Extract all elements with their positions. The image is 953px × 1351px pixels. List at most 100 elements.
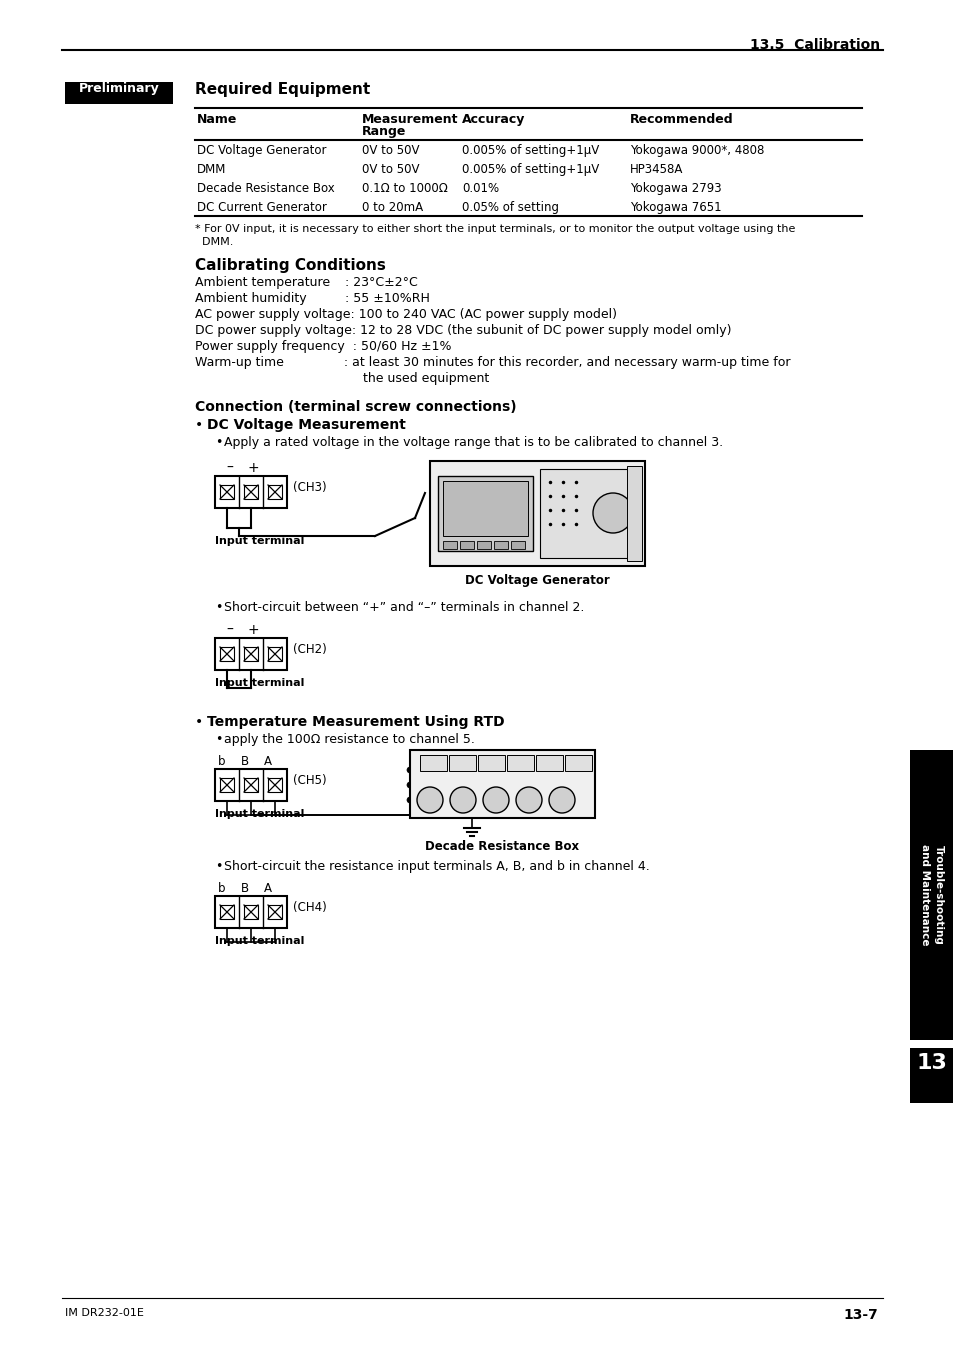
- Text: Ambient temperature: Ambient temperature: [194, 276, 330, 289]
- Text: (CH3): (CH3): [293, 481, 326, 494]
- Text: : 23°C±2°C: : 23°C±2°C: [345, 276, 417, 289]
- Text: 13.5  Calibration: 13.5 Calibration: [749, 38, 879, 51]
- Text: Warm-up time               : at least 30 minutes for this recorder, and necessar: Warm-up time : at least 30 minutes for t…: [194, 357, 790, 369]
- Bar: [244, 778, 257, 792]
- Text: Trouble-shooting
and Maintenance: Trouble-shooting and Maintenance: [920, 844, 943, 946]
- Bar: [214, 896, 287, 928]
- Text: Input terminal: Input terminal: [214, 936, 304, 946]
- Text: Accuracy: Accuracy: [461, 113, 525, 126]
- Text: Apply a rated voltage in the voltage range that is to be calibrated to channel 3: Apply a rated voltage in the voltage ran…: [224, 436, 722, 449]
- Text: : 55 ±10%RH: : 55 ±10%RH: [345, 292, 430, 305]
- Bar: [442, 540, 456, 549]
- Bar: [437, 476, 533, 551]
- Bar: [410, 750, 595, 817]
- Bar: [539, 469, 638, 558]
- Bar: [244, 485, 257, 499]
- Bar: [564, 755, 592, 771]
- Text: Range: Range: [361, 126, 406, 138]
- Text: Input terminal: Input terminal: [214, 536, 304, 546]
- Bar: [220, 905, 233, 919]
- Bar: [909, 1048, 953, 1102]
- Text: DMM.: DMM.: [194, 236, 233, 247]
- Text: HP3458A: HP3458A: [629, 163, 682, 176]
- Text: Measurement: Measurement: [361, 113, 458, 126]
- Bar: [506, 755, 534, 771]
- Text: (CH5): (CH5): [293, 774, 326, 788]
- Text: Preliminary: Preliminary: [78, 82, 159, 95]
- Text: DC Current Generator: DC Current Generator: [196, 201, 327, 213]
- Bar: [477, 755, 504, 771]
- Text: Power supply frequency  : 50/60 Hz ±1%: Power supply frequency : 50/60 Hz ±1%: [194, 340, 451, 353]
- Text: Decade Resistance Box: Decade Resistance Box: [196, 182, 335, 195]
- Bar: [220, 647, 233, 661]
- Bar: [536, 755, 562, 771]
- Text: DC Voltage Measurement: DC Voltage Measurement: [207, 417, 405, 432]
- Text: Yokogawa 2793: Yokogawa 2793: [629, 182, 720, 195]
- Text: Input terminal: Input terminal: [214, 678, 304, 688]
- Text: •: •: [214, 734, 222, 746]
- Text: •: •: [194, 417, 203, 432]
- Bar: [268, 647, 282, 661]
- Text: +: +: [247, 461, 258, 476]
- Bar: [430, 461, 644, 566]
- Text: Short-circuit between “+” and “–” terminals in channel 2.: Short-circuit between “+” and “–” termin…: [224, 601, 584, 613]
- Text: Required Equipment: Required Equipment: [194, 82, 370, 97]
- Text: IM DR232-01E: IM DR232-01E: [65, 1308, 144, 1319]
- Circle shape: [548, 788, 575, 813]
- Circle shape: [450, 788, 476, 813]
- Text: Calibrating Conditions: Calibrating Conditions: [194, 258, 385, 273]
- Text: 0.1Ω to 1000Ω: 0.1Ω to 1000Ω: [361, 182, 447, 195]
- Bar: [476, 540, 491, 549]
- Text: 13-7: 13-7: [842, 1308, 877, 1323]
- Text: 0.005% of setting+1μV: 0.005% of setting+1μV: [461, 145, 598, 157]
- Bar: [268, 778, 282, 792]
- Text: (CH4): (CH4): [293, 901, 327, 915]
- Text: •: •: [214, 436, 222, 449]
- Text: Decade Resistance Box: Decade Resistance Box: [424, 840, 578, 852]
- Bar: [494, 540, 507, 549]
- Text: Temperature Measurement Using RTD: Temperature Measurement Using RTD: [207, 715, 504, 730]
- Text: +: +: [247, 623, 258, 638]
- Text: apply the 100Ω resistance to channel 5.: apply the 100Ω resistance to channel 5.: [224, 734, 475, 746]
- Circle shape: [416, 788, 442, 813]
- Circle shape: [407, 767, 413, 773]
- Text: 0.05% of setting: 0.05% of setting: [461, 201, 558, 213]
- Text: DC Voltage Generator: DC Voltage Generator: [196, 145, 326, 157]
- Text: Input terminal: Input terminal: [214, 809, 304, 819]
- Circle shape: [516, 788, 541, 813]
- Circle shape: [407, 797, 413, 802]
- Text: DMM: DMM: [196, 163, 226, 176]
- Text: b: b: [218, 882, 225, 894]
- Text: 13: 13: [916, 1052, 946, 1073]
- Circle shape: [407, 782, 413, 788]
- Circle shape: [593, 493, 633, 534]
- Bar: [268, 905, 282, 919]
- Text: Short-circuit the resistance input terminals A, B, and b in channel 4.: Short-circuit the resistance input termi…: [224, 861, 649, 873]
- Bar: [214, 638, 287, 670]
- Text: the used equipment: the used equipment: [194, 372, 489, 385]
- Text: DC power supply voltage: 12 to 28 VDC (the subunit of DC power supply model omly: DC power supply voltage: 12 to 28 VDC (t…: [194, 324, 731, 336]
- Text: * For 0V input, it is necessary to either short the input terminals, or to monit: * For 0V input, it is necessary to eithe…: [194, 224, 795, 234]
- Text: DC Voltage Generator: DC Voltage Generator: [464, 574, 609, 586]
- Bar: [65, 82, 172, 104]
- Text: •: •: [214, 601, 222, 613]
- Bar: [220, 485, 233, 499]
- Text: Ambient humidity: Ambient humidity: [194, 292, 306, 305]
- Bar: [449, 755, 476, 771]
- Text: B: B: [241, 755, 249, 767]
- Bar: [244, 647, 257, 661]
- Bar: [909, 750, 953, 1040]
- Text: 0 to 20mA: 0 to 20mA: [361, 201, 423, 213]
- Text: (CH2): (CH2): [293, 643, 327, 657]
- Text: Yokogawa 7651: Yokogawa 7651: [629, 201, 720, 213]
- Bar: [419, 755, 447, 771]
- Text: •: •: [214, 861, 222, 873]
- Text: –: –: [226, 623, 233, 638]
- Bar: [244, 905, 257, 919]
- Text: Recommended: Recommended: [629, 113, 733, 126]
- Bar: [511, 540, 524, 549]
- Text: Name: Name: [196, 113, 237, 126]
- Bar: [626, 466, 641, 561]
- Text: Connection (terminal screw connections): Connection (terminal screw connections): [194, 400, 517, 413]
- Text: 0V to 50V: 0V to 50V: [361, 145, 419, 157]
